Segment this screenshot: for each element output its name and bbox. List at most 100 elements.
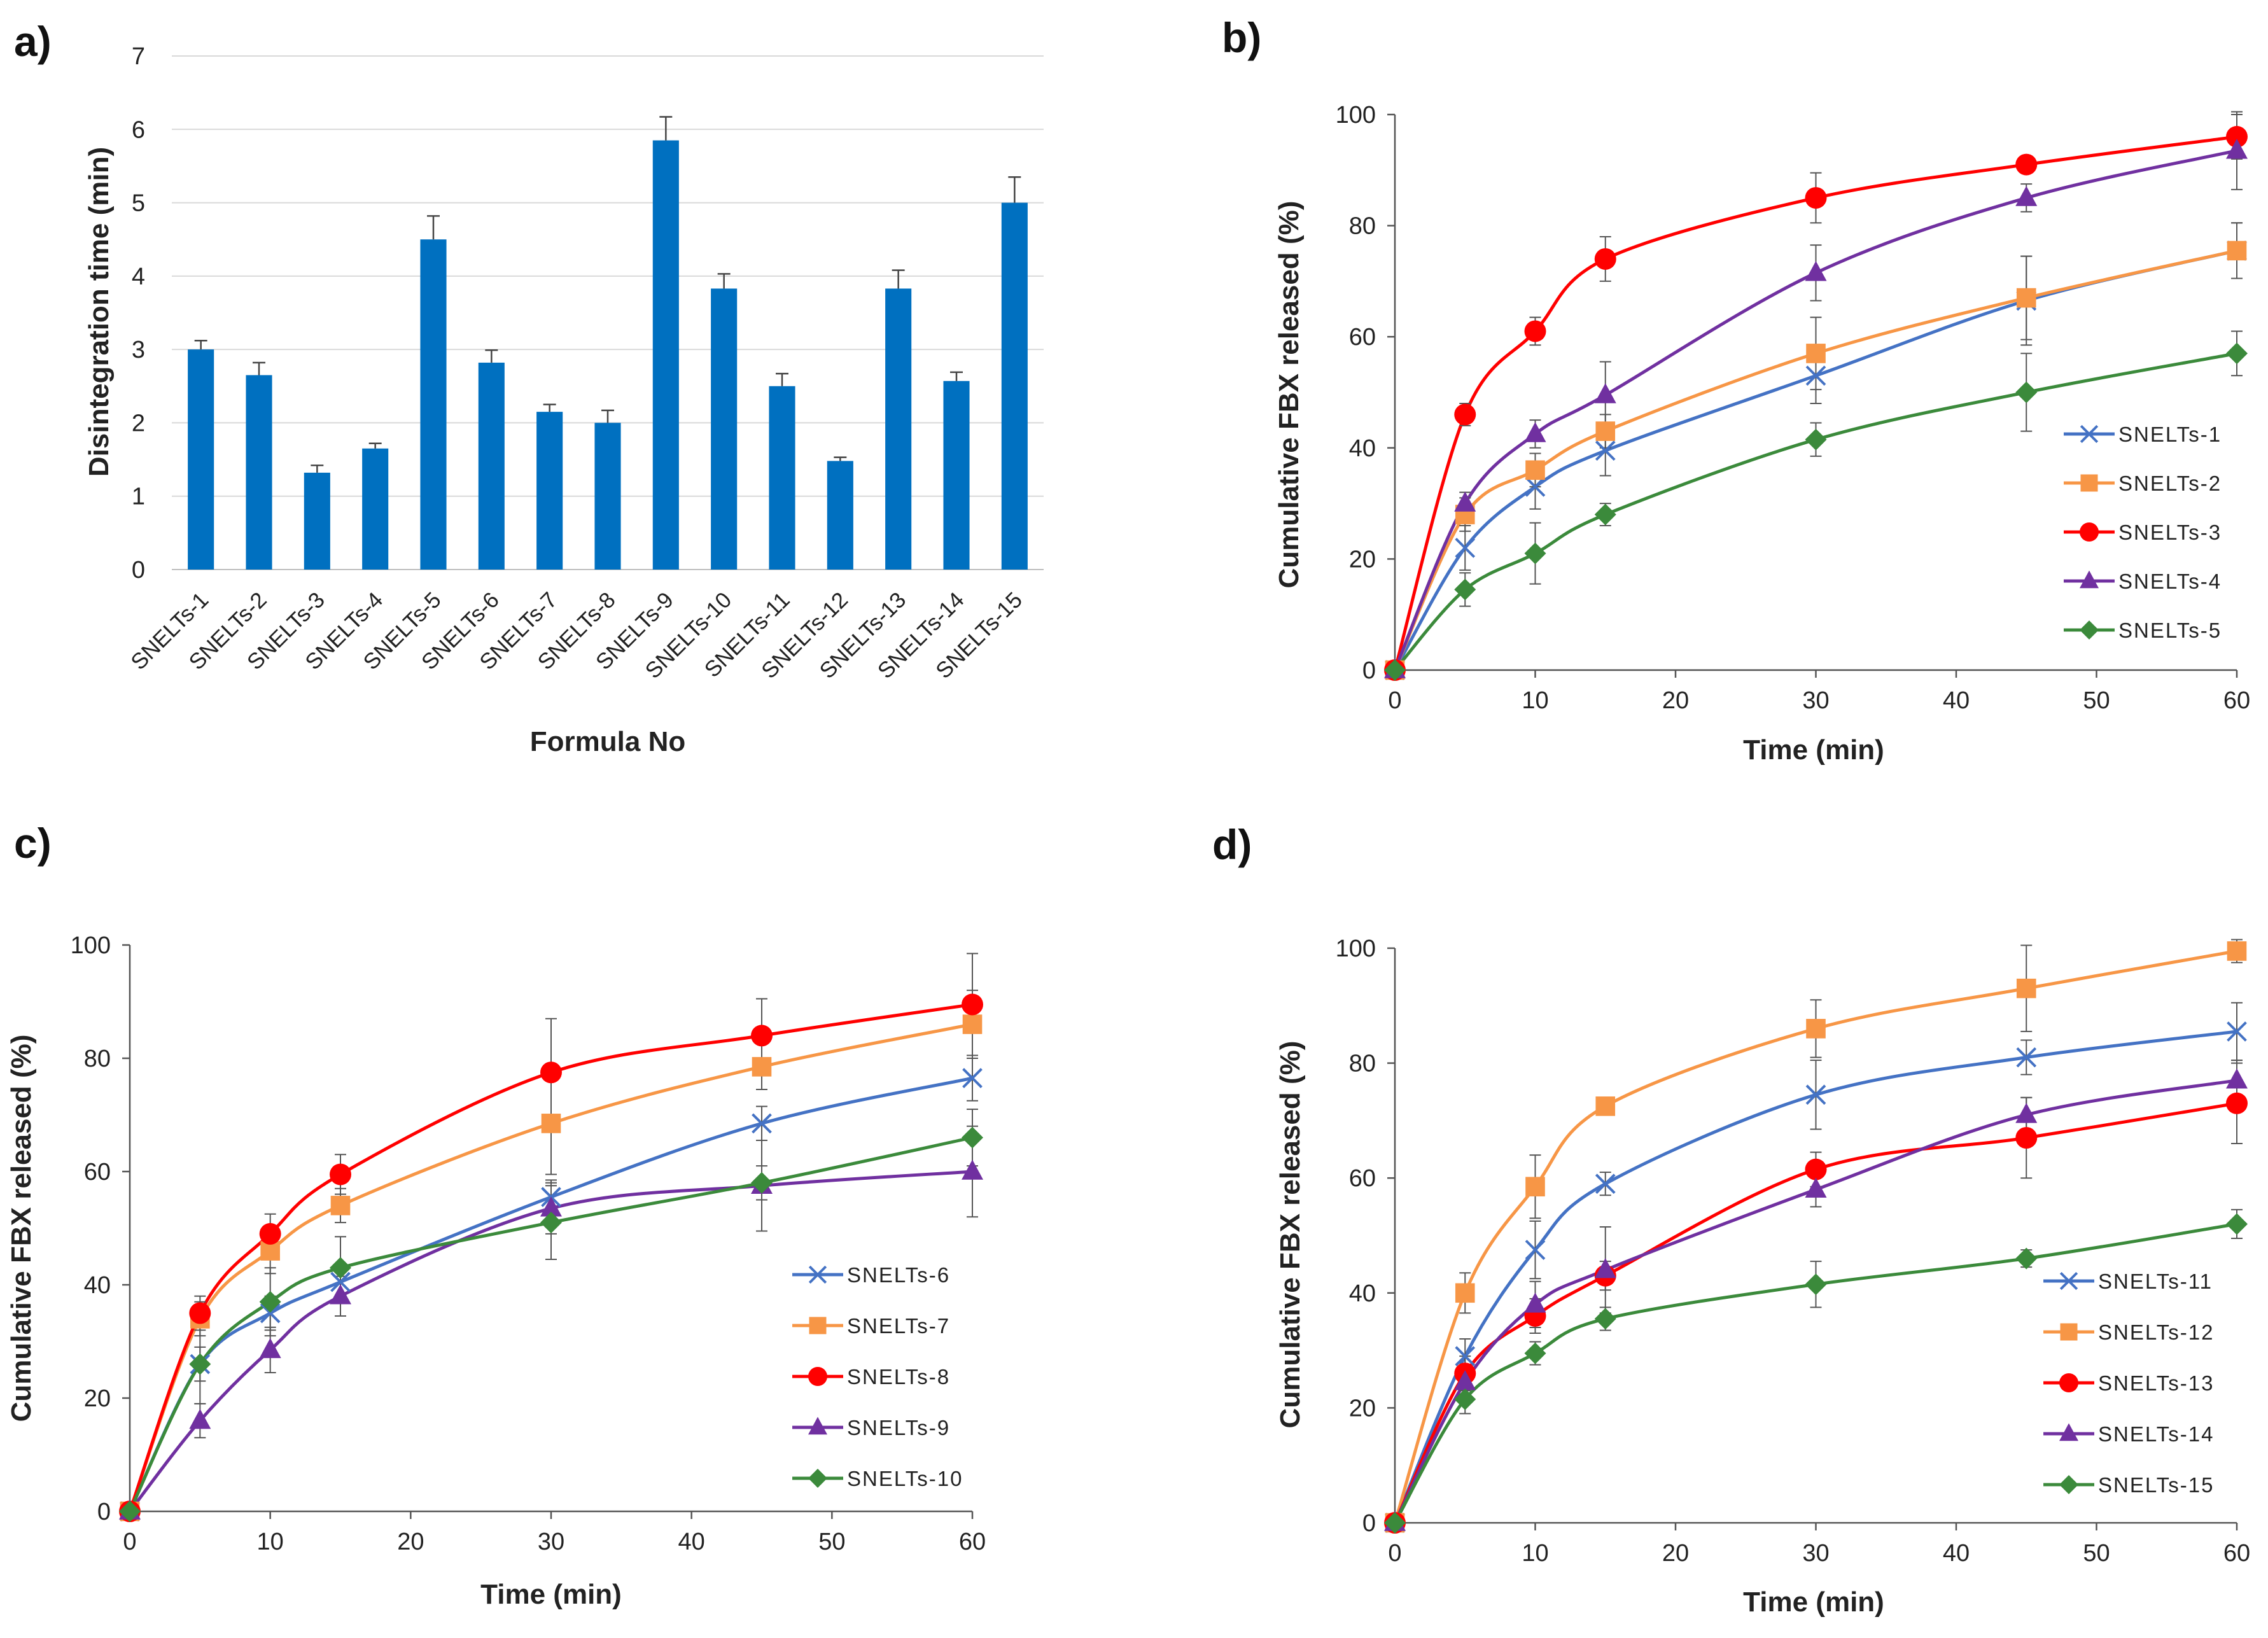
panel-letter: a) [14,18,52,65]
data-point-x [2080,424,2099,444]
y-tick-label: 80 [1349,213,1376,240]
x-tick-label: 40 [678,1529,705,1555]
x-axis-label: Time (min) [1743,734,1884,766]
x-tick-label: 10 [257,1529,284,1555]
data-point-diamond [1594,1308,1616,1330]
x-tick-label: 40 [1943,687,1970,714]
data-point-diamond [2226,342,2248,365]
y-tick-label: 2 [132,410,145,437]
data-point-diamond [259,1291,281,1313]
data-point-circle [330,1163,351,1186]
y-tick-label: 20 [1349,1395,1376,1422]
data-point-triangle [1805,1177,1827,1198]
data-point-circle [1594,248,1616,270]
legend-label: SNELTs-13 [2098,1371,2214,1395]
data-point-triangle [1524,422,1546,442]
y-tick-label: 100 [1336,102,1376,129]
data-point-triangle [540,1196,562,1217]
data-point-x [752,1113,772,1134]
data-point-x [1455,538,1476,558]
data-point-diamond [962,1126,983,1149]
x-tick-label: 50 [818,1529,845,1555]
data-point-diamond [540,1212,562,1234]
y-tick-label: 0 [132,557,145,584]
legend-label: SNELTs-4 [2118,570,2222,593]
data-point-diamond [1805,428,1827,451]
legend-label: SNELTs-12 [2098,1320,2214,1344]
data-point-square [541,1114,561,1133]
data-point-x [808,1265,827,1284]
legend-label: SNELTs-5 [2118,619,2222,642]
x-tick-label: 0 [1388,687,1401,714]
data-point-x [1525,477,1546,497]
data-point-triangle [1594,1257,1616,1278]
data-point-diamond [2015,381,2038,403]
data-point-diamond [1454,578,1476,601]
x-tick-label: 30 [1802,687,1829,714]
panel-b-line-chart: b) 0 20 40 60 80 100 0 10 20 30 40 50 60 SNELTs-1 SNELT… [1222,14,2250,766]
y-tick-label: 20 [84,1385,111,1412]
x-axis-label: Time (min) [1743,1586,1884,1618]
series-line [129,1170,973,1513]
data-point-square [2060,1323,2078,1341]
data-point-x [1595,1173,1616,1194]
data-point-x [330,1271,351,1292]
data-point-diamond [189,1353,211,1375]
y-tick-label: 5 [132,190,145,217]
x-tick-label: 10 [1522,687,1548,714]
y-tick-label: 60 [1349,1165,1376,1192]
data-point-triangle [2226,139,2248,159]
data-point-diamond [119,1501,141,1522]
bar [943,381,970,570]
data-point-diamond [1384,659,1406,681]
data-point-circle [540,1061,562,1084]
bar [362,448,389,570]
x-tick-label: 50 [2083,1540,2110,1567]
bar [652,140,679,570]
data-point-triangle [2226,1068,2248,1089]
data-point-diamond [2059,1475,2078,1494]
data-point-x [1525,1240,1546,1260]
data-point-x [1805,1084,1826,1105]
data-point-circle [259,1222,281,1245]
bar [711,288,738,570]
data-point-square [1806,1019,1826,1039]
data-point-square [2227,941,2247,961]
data-point-triangle [2059,1423,2078,1441]
data-point-circle [808,1367,827,1386]
data-point-triangle [330,1284,351,1305]
x-tick-label: 60 [2223,1540,2250,1567]
y-axis-label: Cumulative FBX released (%) [6,1035,37,1422]
data-point-triangle [2080,570,2099,589]
data-point-diamond [2226,1213,2248,1235]
bar [304,472,330,570]
data-point-square [2080,474,2098,492]
data-point-square [330,1196,351,1215]
data-point-diamond [2080,620,2099,640]
y-axis-label: Disintegration time (min) [83,147,115,477]
data-point-circle [2226,125,2248,148]
x-tick-label: 20 [1662,1540,1689,1567]
x-tick-label: 30 [1802,1540,1829,1567]
y-tick-label: 80 [84,1046,111,1072]
data-point-triangle [2015,186,2038,206]
legend-label: SNELTs-15 [2098,1473,2214,1497]
data-point-diamond [751,1172,773,1194]
data-point-triangle [1805,261,1827,281]
data-point-circle [2080,522,2099,542]
data-point-square [2016,288,2036,308]
data-point-triangle [1524,1292,1546,1313]
data-point-square [2227,241,2247,261]
y-tick-label: 4 [132,263,145,290]
data-point-circle [1805,1158,1827,1180]
y-tick-label: 3 [132,337,145,363]
legend-label: SNELTs-9 [847,1416,950,1439]
data-point-circle [751,1025,773,1047]
y-tick-label: 0 [97,1499,111,1525]
bar [1001,202,1028,570]
y-tick-label: 1 [132,484,145,510]
legend-label: SNELTs-1 [2118,423,2222,446]
x-tick-label: 20 [397,1529,424,1555]
y-tick-label: 80 [1349,1051,1376,1077]
